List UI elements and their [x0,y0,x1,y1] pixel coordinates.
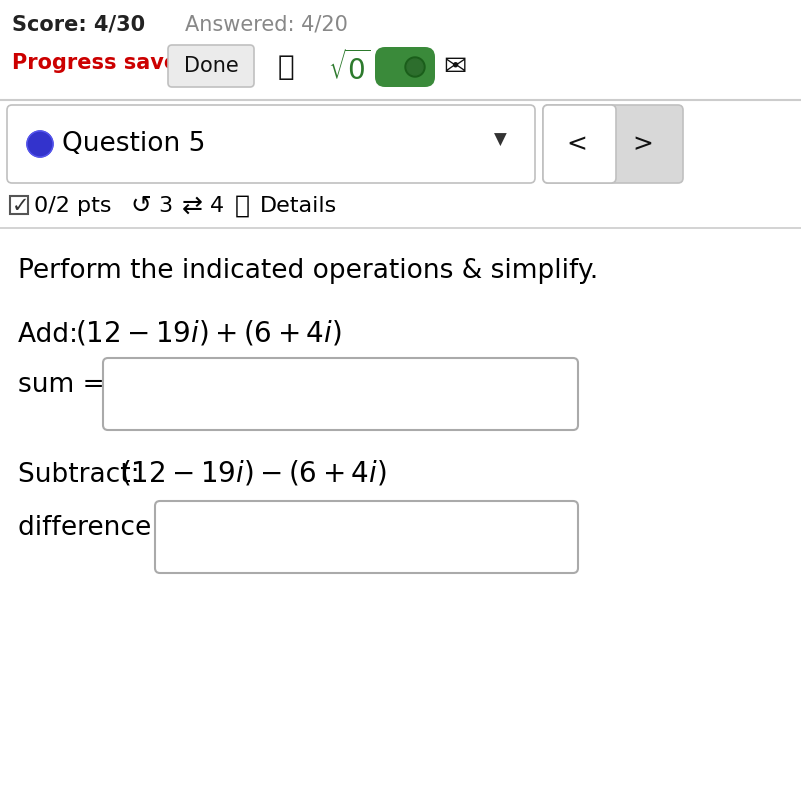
Text: ▼: ▼ [493,131,506,149]
Text: >: > [633,132,654,156]
Text: ⇄: ⇄ [182,194,203,218]
FancyBboxPatch shape [543,105,616,183]
Text: Add:: Add: [18,322,87,348]
FancyBboxPatch shape [168,45,254,87]
Text: Details: Details [260,196,337,216]
Circle shape [27,131,53,157]
Text: sum =: sum = [18,372,113,398]
Circle shape [405,57,425,77]
Text: Question 5: Question 5 [62,131,205,157]
Text: Progress saved: Progress saved [12,53,193,73]
Bar [10,196,28,214]
Text: $\sqrt{0}$: $\sqrt{0}$ [328,50,371,86]
Text: 3: 3 [158,196,172,216]
Text: Subtract:: Subtract: [18,462,148,488]
Text: ✓: ✓ [12,196,30,216]
Text: <: < [566,132,587,156]
Text: $(12 - 19i) + (6 + 4i)$: $(12 - 19i) + (6 + 4i)$ [75,318,341,347]
FancyBboxPatch shape [7,105,535,183]
Text: 4: 4 [210,196,224,216]
Text: Done: Done [183,56,239,76]
FancyBboxPatch shape [375,47,435,87]
Text: 0/2 pts: 0/2 pts [34,196,111,216]
Text: Perform the indicated operations & simplify.: Perform the indicated operations & simpl… [18,258,598,284]
Text: 🖨: 🖨 [278,53,295,81]
Text: difference =: difference = [18,515,190,541]
Text: ⓘ: ⓘ [235,194,250,218]
Text: ✉: ✉ [443,53,466,81]
Text: ↺: ↺ [130,194,151,218]
Circle shape [407,59,423,75]
Text: $(12 - 19i) - (6 + 4i)$: $(12 - 19i) - (6 + 4i)$ [120,458,386,487]
FancyBboxPatch shape [103,358,578,430]
Text: Score: 4/30: Score: 4/30 [12,14,145,34]
Text: Answered: 4/20: Answered: 4/20 [185,14,348,34]
FancyBboxPatch shape [155,501,578,573]
FancyBboxPatch shape [543,105,683,183]
